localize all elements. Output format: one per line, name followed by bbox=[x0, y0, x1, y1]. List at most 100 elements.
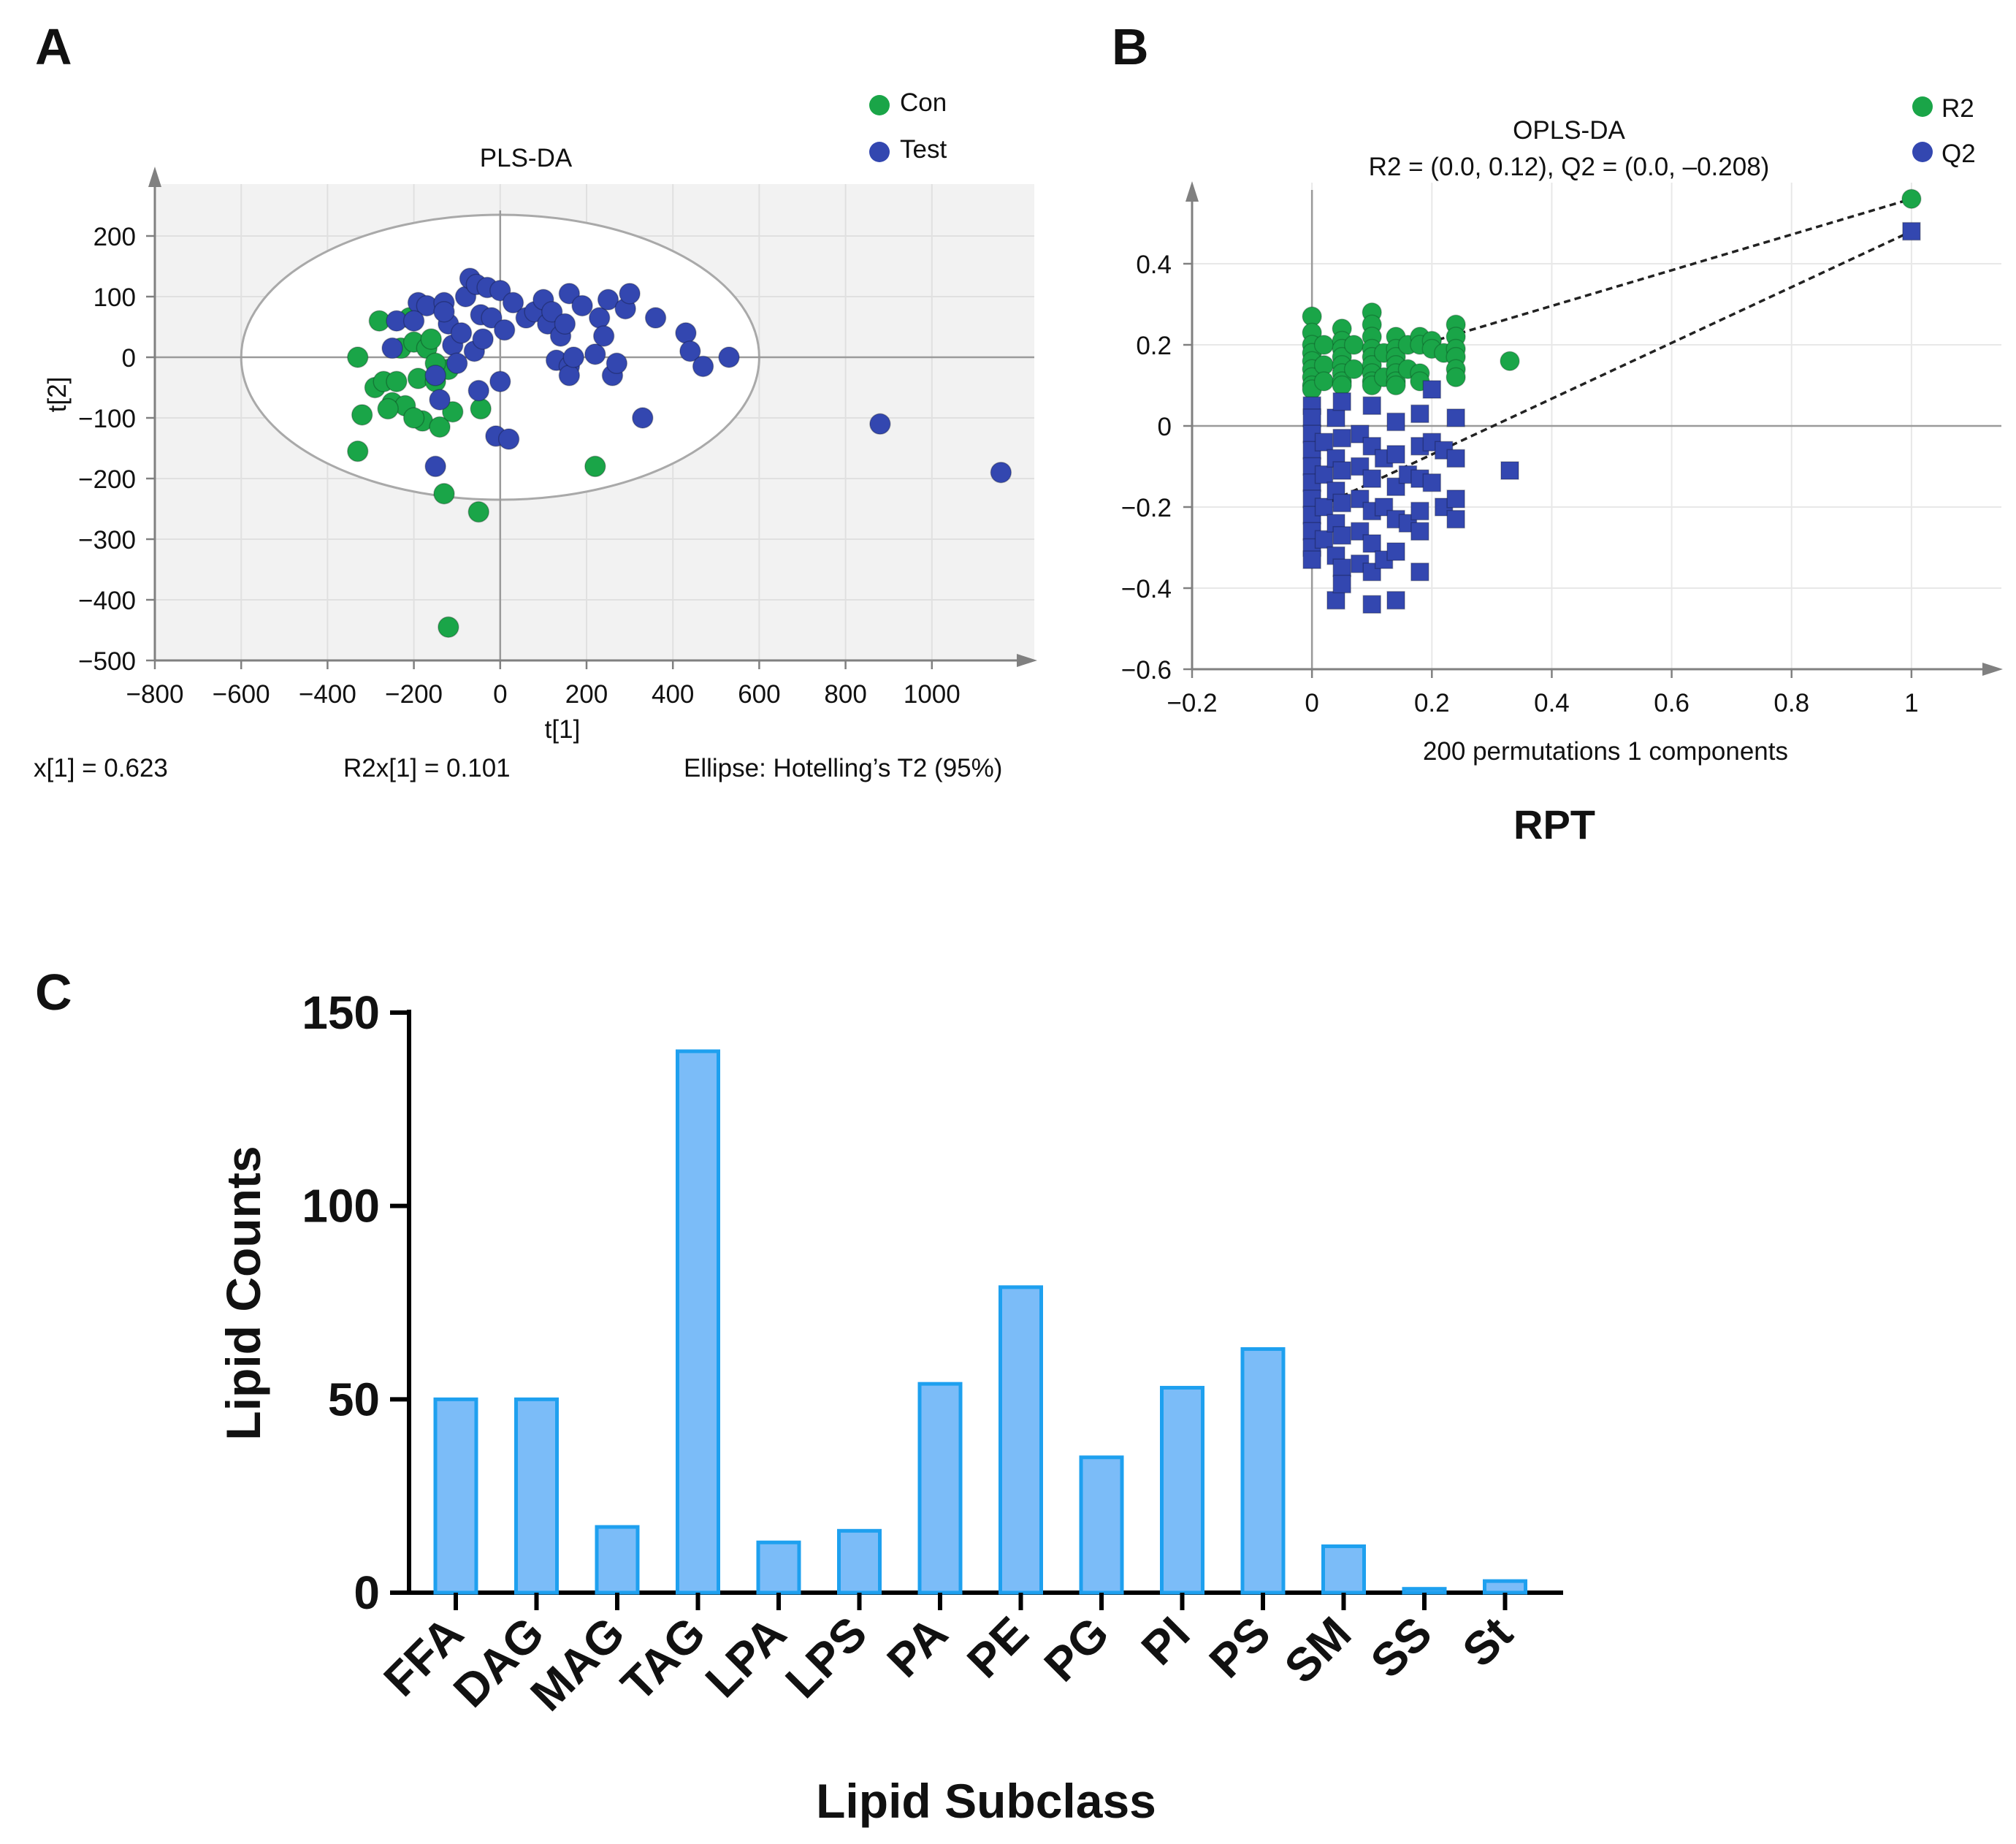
panel-b-y-arrow bbox=[1185, 181, 1199, 202]
panel-b-x-tick-label: 0.2 bbox=[1414, 689, 1450, 717]
panel-b-axes bbox=[1185, 181, 2003, 676]
bar-ss bbox=[1402, 1587, 1447, 1595]
panel-b-legend: R2 Q2 bbox=[1912, 94, 1976, 168]
panel-b-point-q2 bbox=[1314, 465, 1334, 484]
panel-b-point-q2 bbox=[1446, 489, 1465, 508]
panel-a-point-test bbox=[541, 301, 563, 323]
bar-mag bbox=[595, 1525, 640, 1595]
panel-b-point-r2 bbox=[1332, 375, 1352, 396]
panel-a-y-tick-label: −300 bbox=[78, 526, 136, 555]
legend-q2-marker bbox=[1912, 142, 1933, 162]
legend-con-label: Con bbox=[900, 88, 947, 117]
panel-a-x-tick-label: −600 bbox=[213, 680, 270, 709]
panel-c-x-tick-label: SS bbox=[1361, 1607, 1442, 1688]
panel-a-x-tick-label: 1000 bbox=[904, 680, 961, 709]
panel-a-x-tick-label: 200 bbox=[565, 680, 608, 709]
legend-q2-label: Q2 bbox=[1941, 140, 1976, 168]
panel-b-point-q2 bbox=[1362, 595, 1381, 614]
panel-b-point-r2 bbox=[1901, 188, 1922, 209]
panel-a-point-test bbox=[990, 461, 1012, 484]
panel-b-point-q2 bbox=[1422, 380, 1442, 399]
panel-b-point-q2 bbox=[1302, 550, 1321, 569]
panel-a-y-tick-label: −500 bbox=[78, 647, 136, 676]
panel-b-point-q2 bbox=[1326, 590, 1345, 610]
panel-a-y-tick-label: −400 bbox=[78, 587, 136, 615]
panel-b-point-q2 bbox=[1314, 498, 1334, 517]
panel-b-point-q2 bbox=[1362, 469, 1381, 488]
panel-a-point-con bbox=[467, 500, 489, 523]
panel-c-x-tick-label: PG bbox=[1034, 1607, 1119, 1691]
panel-a-point-con bbox=[420, 328, 442, 350]
panel-c-y-tick-label: 100 bbox=[302, 1180, 380, 1232]
panel-a-point-con bbox=[584, 455, 606, 478]
panel-a-point-test bbox=[424, 365, 446, 386]
panel-b-y-tick-label: 0 bbox=[1158, 413, 1172, 441]
panel-b-point-q2 bbox=[1410, 404, 1429, 424]
panel-a-point-test bbox=[592, 325, 615, 347]
panel-c-y-tick-label: 150 bbox=[302, 986, 380, 1039]
panel-b-point-q2 bbox=[1314, 530, 1334, 549]
panel-b-point-q2 bbox=[1902, 221, 1921, 241]
panel-b-point-q2 bbox=[1332, 558, 1351, 577]
panel-b-points bbox=[1302, 188, 1922, 614]
panel-b-point-q2 bbox=[1422, 433, 1442, 452]
panel-b-y-tick-label: −0.6 bbox=[1121, 656, 1172, 685]
panel-b-point-q2 bbox=[1410, 563, 1429, 582]
panel-a-footer-x1: x[1] = 0.623 bbox=[34, 754, 168, 782]
panel-b-point-q2 bbox=[1326, 408, 1345, 427]
panel-a-x-tick-label: 0 bbox=[493, 680, 507, 709]
panel-a-x-ticks: −800 −600 −400 −200 0 200 400 600 800 1000 bbox=[126, 660, 961, 709]
panel-a-point-test bbox=[381, 337, 403, 359]
panel-c-y-label: Lipid Counts bbox=[216, 1146, 270, 1440]
panel-a-point-test bbox=[467, 379, 489, 402]
panel-b-letter: B bbox=[1112, 18, 1149, 75]
panel-a-point-test bbox=[632, 407, 654, 429]
panel-a-point-test bbox=[554, 313, 576, 335]
panel-a-point-test bbox=[472, 328, 494, 350]
panel-b-point-q2 bbox=[1386, 542, 1405, 561]
panel-a-x-tick-label: 400 bbox=[652, 680, 694, 709]
panel-c-axes bbox=[407, 1010, 1563, 1595]
panel-a-point-test bbox=[606, 352, 628, 375]
panel-a-point-test bbox=[429, 389, 451, 411]
panel-a-y-label: t[2] bbox=[43, 377, 72, 413]
panel-a-title: PLS-DA bbox=[480, 144, 573, 172]
panel-a-point-test bbox=[450, 322, 473, 344]
bar-dag bbox=[514, 1397, 559, 1595]
bar-tag bbox=[676, 1049, 720, 1595]
panel-a-point-test bbox=[675, 322, 697, 344]
panel-a-point-con bbox=[402, 407, 425, 429]
panel-c-x-tick-label: St bbox=[1452, 1607, 1522, 1677]
panel-b-x-arrow bbox=[1982, 663, 2003, 676]
panel-b-x-tick-label: 1 bbox=[1904, 689, 1918, 717]
legend-r2-marker bbox=[1912, 96, 1933, 117]
panel-a-letter: A bbox=[35, 18, 72, 75]
panel-a-point-test bbox=[644, 307, 667, 329]
panel-a-point-test bbox=[584, 343, 606, 365]
panel-b-point-q2 bbox=[1332, 574, 1351, 594]
panel-b-point-q2 bbox=[1410, 501, 1429, 521]
panel-a-point-test bbox=[433, 301, 455, 323]
panel-b-point-r2 bbox=[1343, 335, 1364, 355]
panel-c-x-tick-label: MAG bbox=[520, 1607, 634, 1721]
regression-line-q2 bbox=[1311, 230, 1912, 512]
panel-b-point-q2 bbox=[1446, 509, 1465, 529]
panel-a-point-test bbox=[424, 455, 446, 478]
panel-b-point-q2 bbox=[1314, 433, 1334, 452]
panel-b-y-tick-label: 0.2 bbox=[1136, 332, 1172, 360]
panel-a-x-tick-label: −400 bbox=[299, 680, 356, 709]
bar-lpa bbox=[756, 1540, 801, 1595]
panel-a-legend: Con Test bbox=[869, 88, 947, 164]
panel-a-x-arrow bbox=[1017, 654, 1037, 667]
panel-b-point-r2 bbox=[1500, 351, 1520, 371]
panel-a-points bbox=[347, 267, 1012, 639]
panel-b-point-q2 bbox=[1302, 408, 1321, 427]
bar-pg bbox=[1079, 1455, 1124, 1595]
panel-b-title: OPLS-DA bbox=[1513, 116, 1625, 145]
panel-b-point-r2 bbox=[1313, 335, 1335, 355]
legend-test-marker bbox=[869, 142, 890, 162]
bar-st bbox=[1483, 1579, 1527, 1595]
panel-a-x-tick-label: 600 bbox=[738, 680, 780, 709]
panel-b-point-r2 bbox=[1343, 359, 1364, 380]
panel-a-y-arrow bbox=[148, 167, 161, 187]
